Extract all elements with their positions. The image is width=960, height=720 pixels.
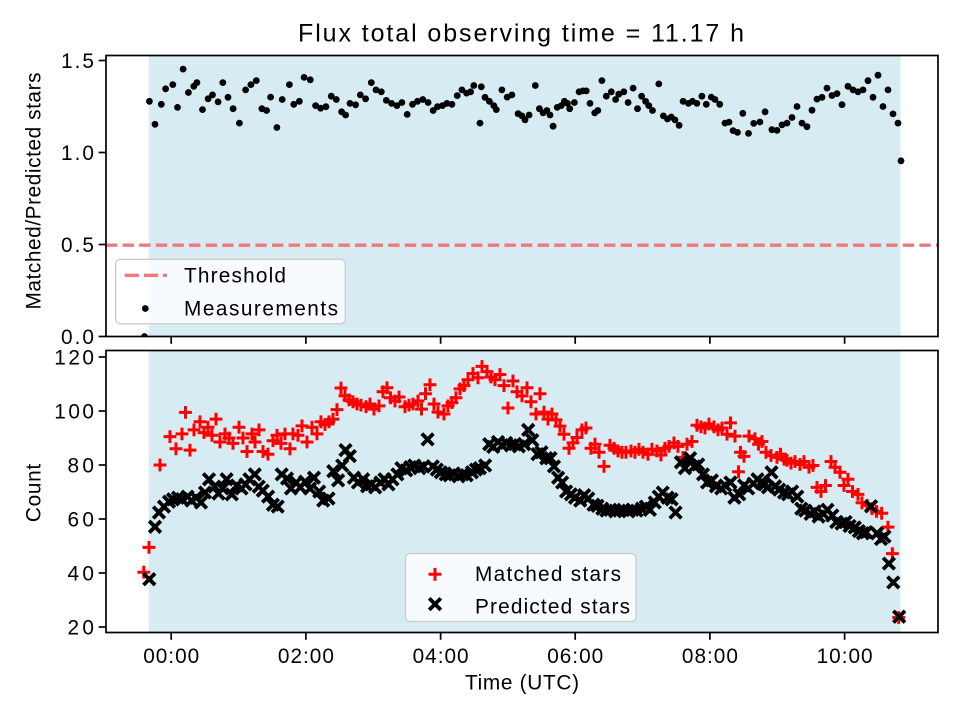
svg-text:Count: Count: [23, 464, 46, 523]
svg-text:1.5: 1.5: [61, 50, 94, 73]
svg-text:Flux total observing time = 11: Flux total observing time = 11.17 h: [298, 20, 744, 48]
svg-text:0.5: 0.5: [61, 234, 94, 257]
svg-text:Predicted stars: Predicted stars: [475, 596, 630, 619]
svg-text:Matched/Predicted stars: Matched/Predicted stars: [23, 73, 46, 310]
svg-text:00:00: 00:00: [143, 645, 199, 668]
svg-text:1.0: 1.0: [61, 142, 94, 165]
svg-text:Matched stars: Matched stars: [475, 563, 621, 586]
svg-text:04:00: 04:00: [413, 645, 469, 668]
svg-text:Time (UTC): Time (UTC): [465, 672, 579, 695]
svg-text:Threshold: Threshold: [184, 265, 286, 288]
svg-text:10:00: 10:00: [817, 645, 873, 668]
svg-text:06:00: 06:00: [547, 645, 603, 668]
svg-text:120: 120: [54, 347, 94, 370]
svg-text:0.0: 0.0: [61, 326, 94, 349]
svg-text:02:00: 02:00: [278, 645, 334, 668]
svg-text:08:00: 08:00: [682, 645, 738, 668]
svg-text:100: 100: [54, 401, 94, 424]
